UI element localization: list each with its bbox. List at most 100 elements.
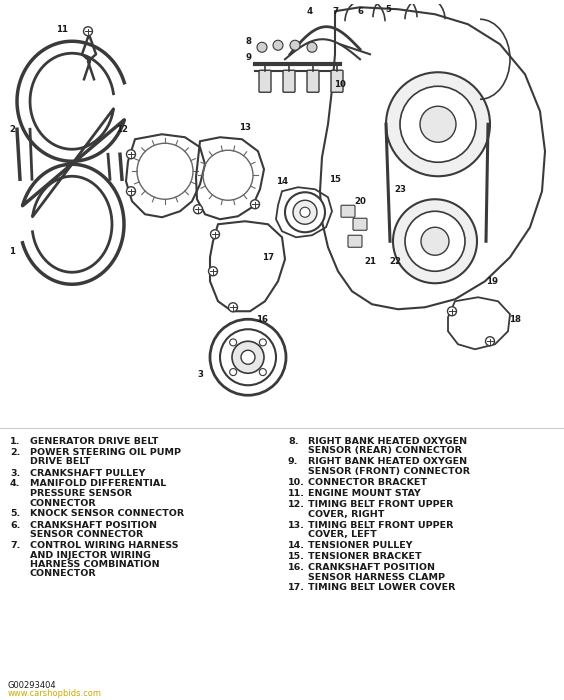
Circle shape — [293, 200, 317, 224]
Circle shape — [241, 350, 255, 364]
Text: CRANKSHAFT POSITION: CRANKSHAFT POSITION — [30, 521, 157, 529]
Circle shape — [232, 342, 264, 373]
Text: 15.: 15. — [288, 552, 305, 561]
Text: 1.: 1. — [10, 437, 20, 446]
Text: 17.: 17. — [288, 584, 305, 592]
Text: HARNESS COMBINATION: HARNESS COMBINATION — [30, 560, 160, 569]
Circle shape — [300, 207, 310, 217]
Text: www.carshopbids.com: www.carshopbids.com — [8, 689, 102, 698]
Text: CONTROL WIRING HARNESS: CONTROL WIRING HARNESS — [30, 541, 178, 550]
FancyBboxPatch shape — [348, 235, 362, 247]
Text: 4: 4 — [307, 7, 313, 15]
Text: 2: 2 — [9, 125, 15, 134]
Text: 6: 6 — [357, 7, 363, 15]
Text: TIMING BELT LOWER COVER: TIMING BELT LOWER COVER — [308, 584, 455, 592]
Circle shape — [220, 329, 276, 385]
Circle shape — [259, 339, 266, 346]
Circle shape — [290, 40, 300, 50]
Circle shape — [257, 42, 267, 52]
Text: 20: 20 — [354, 197, 366, 206]
Text: SENSOR (FRONT) CONNECTOR: SENSOR (FRONT) CONNECTOR — [308, 467, 470, 476]
Text: KNOCK SENSOR CONNECTOR: KNOCK SENSOR CONNECTOR — [30, 510, 184, 519]
Circle shape — [126, 187, 135, 196]
Text: 17: 17 — [262, 253, 274, 262]
Circle shape — [230, 339, 237, 346]
Text: 4.: 4. — [10, 480, 20, 489]
Circle shape — [486, 337, 495, 346]
Text: 10.: 10. — [288, 478, 305, 487]
Text: 5.: 5. — [10, 510, 20, 519]
Text: 9: 9 — [245, 52, 251, 62]
Circle shape — [209, 267, 218, 276]
Text: DRIVE BELT: DRIVE BELT — [30, 458, 90, 466]
Text: MANIFOLD DIFFERENTIAL: MANIFOLD DIFFERENTIAL — [30, 480, 166, 489]
Text: G00293404: G00293404 — [8, 681, 56, 690]
Text: 7.: 7. — [10, 541, 20, 550]
Circle shape — [447, 307, 456, 316]
Text: TENSIONER PULLEY: TENSIONER PULLEY — [308, 541, 412, 550]
FancyBboxPatch shape — [283, 70, 295, 92]
Text: CRANKSHAFT PULLEY: CRANKSHAFT PULLEY — [30, 468, 146, 477]
Circle shape — [285, 193, 325, 232]
Text: 6.: 6. — [10, 521, 20, 529]
Text: CONNECTOR BRACKET: CONNECTOR BRACKET — [308, 478, 427, 487]
Text: 21: 21 — [364, 257, 376, 266]
FancyBboxPatch shape — [331, 70, 343, 92]
Circle shape — [400, 86, 476, 162]
Circle shape — [405, 211, 465, 271]
Text: 3: 3 — [197, 370, 203, 379]
Text: 2.: 2. — [10, 448, 20, 457]
Text: COVER, LEFT: COVER, LEFT — [308, 530, 377, 539]
Text: 13: 13 — [239, 122, 251, 132]
Text: 8: 8 — [245, 36, 251, 46]
Text: CONNECTOR: CONNECTOR — [30, 498, 96, 508]
Text: POWER STEERING OIL PUMP: POWER STEERING OIL PUMP — [30, 448, 181, 457]
Text: 11.: 11. — [288, 489, 305, 498]
FancyBboxPatch shape — [353, 218, 367, 230]
Circle shape — [386, 72, 490, 176]
Text: SENSOR CONNECTOR: SENSOR CONNECTOR — [30, 530, 143, 539]
Circle shape — [250, 199, 259, 209]
Text: TIMING BELT FRONT UPPER: TIMING BELT FRONT UPPER — [308, 500, 453, 509]
Text: 16: 16 — [256, 315, 268, 323]
Text: 3.: 3. — [10, 468, 20, 477]
Text: 12: 12 — [116, 125, 128, 134]
Text: 12.: 12. — [288, 500, 305, 509]
Circle shape — [230, 369, 237, 376]
Circle shape — [193, 204, 202, 214]
Text: 16.: 16. — [288, 563, 305, 572]
Text: CONNECTOR: CONNECTOR — [30, 570, 96, 578]
Text: TENSIONER BRACKET: TENSIONER BRACKET — [308, 552, 422, 561]
Circle shape — [421, 228, 449, 256]
Text: 7: 7 — [332, 7, 338, 15]
FancyBboxPatch shape — [341, 205, 355, 217]
Text: 23: 23 — [394, 185, 406, 194]
Text: 10: 10 — [334, 80, 346, 89]
Text: CRANKSHAFT POSITION: CRANKSHAFT POSITION — [308, 563, 435, 572]
Text: AND INJECTOR WIRING: AND INJECTOR WIRING — [30, 550, 151, 559]
Text: 15: 15 — [329, 175, 341, 183]
Circle shape — [126, 150, 135, 159]
Text: 8.: 8. — [288, 437, 298, 446]
Circle shape — [210, 319, 286, 395]
Circle shape — [307, 42, 317, 52]
Circle shape — [420, 106, 456, 142]
Text: RIGHT BANK HEATED OXYGEN: RIGHT BANK HEATED OXYGEN — [308, 437, 467, 446]
FancyBboxPatch shape — [259, 70, 271, 92]
Circle shape — [210, 230, 219, 239]
Text: SENSOR (REAR) CONNECTOR: SENSOR (REAR) CONNECTOR — [308, 447, 462, 456]
Circle shape — [83, 27, 92, 36]
Text: PRESSURE SENSOR: PRESSURE SENSOR — [30, 489, 132, 498]
Text: 9.: 9. — [288, 458, 298, 466]
Circle shape — [393, 199, 477, 284]
Text: RIGHT BANK HEATED OXYGEN: RIGHT BANK HEATED OXYGEN — [308, 458, 467, 466]
Text: GENERATOR DRIVE BELT: GENERATOR DRIVE BELT — [30, 437, 158, 446]
Text: 14: 14 — [276, 176, 288, 186]
Circle shape — [228, 302, 237, 312]
Text: 18: 18 — [509, 315, 521, 323]
FancyBboxPatch shape — [307, 70, 319, 92]
Text: 11: 11 — [56, 25, 68, 34]
Circle shape — [259, 369, 266, 376]
Text: 19: 19 — [486, 276, 498, 286]
Text: 22: 22 — [389, 257, 401, 266]
